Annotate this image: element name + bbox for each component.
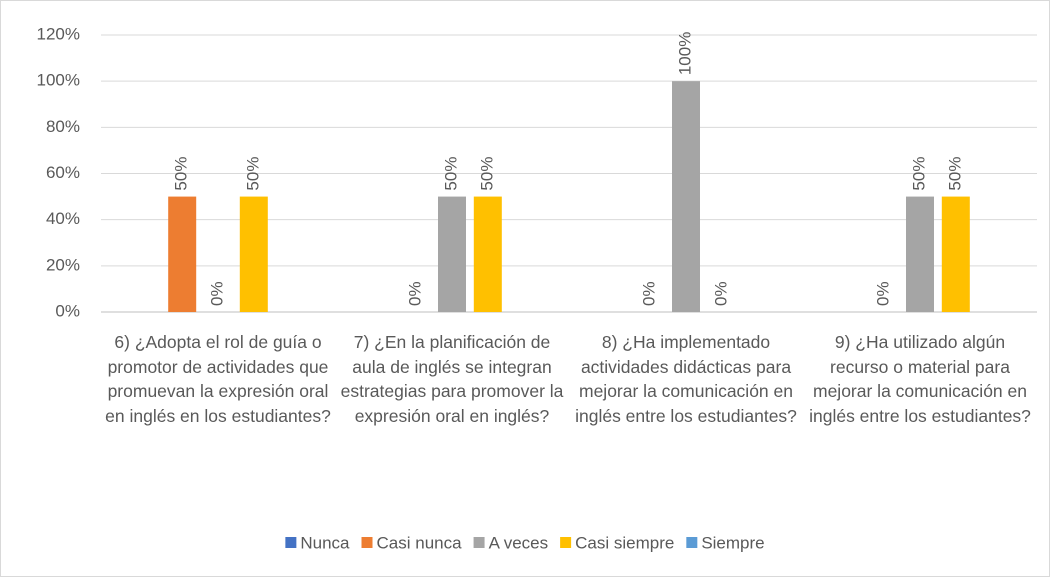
value-label: 50% bbox=[172, 157, 191, 191]
legend-item: Nunca bbox=[285, 533, 350, 552]
value-label: 50% bbox=[909, 157, 928, 191]
value-label: 50% bbox=[243, 157, 262, 191]
value-label: 100% bbox=[675, 32, 694, 75]
legend-item: Siempre bbox=[686, 533, 765, 552]
y-tick-label: 40% bbox=[46, 209, 80, 228]
legend-label: Casi siempre bbox=[575, 533, 674, 552]
legend-swatch bbox=[560, 537, 572, 548]
bar bbox=[168, 196, 197, 312]
y-tick-label: 0% bbox=[55, 301, 80, 320]
legend-item: Casi nunca bbox=[361, 533, 463, 552]
bar bbox=[906, 196, 934, 312]
value-label: 0% bbox=[406, 281, 425, 306]
y-tick-label: 80% bbox=[46, 117, 80, 136]
legend-swatch bbox=[361, 537, 373, 548]
y-tick-label: 60% bbox=[46, 163, 80, 182]
x-tick-label: 9) ¿Ha utilizado algún recurso o materia… bbox=[809, 332, 1031, 426]
value-label: 50% bbox=[945, 157, 964, 191]
bar bbox=[239, 196, 268, 312]
value-label: 0% bbox=[207, 281, 226, 306]
value-label: 50% bbox=[477, 157, 496, 191]
bar bbox=[438, 196, 466, 312]
value-label: 0% bbox=[711, 281, 730, 306]
legend-swatch bbox=[473, 537, 485, 548]
y-tick-label: 100% bbox=[37, 71, 80, 90]
legend-label: Nunca bbox=[300, 533, 350, 552]
legend-label: Siempre bbox=[701, 533, 764, 552]
legend-item: A veces bbox=[473, 533, 549, 552]
value-label: 0% bbox=[640, 281, 659, 306]
y-tick-label: 120% bbox=[37, 24, 80, 43]
value-label: 0% bbox=[874, 281, 893, 306]
x-tick-label: 6) ¿Adopta el rol de guía o promotor de … bbox=[105, 332, 331, 426]
y-tick-label: 20% bbox=[46, 255, 80, 274]
legend-label: Casi nunca bbox=[377, 533, 463, 552]
x-tick-label: 7) ¿En la planificación de aula de inglé… bbox=[340, 332, 564, 426]
bar bbox=[672, 81, 700, 313]
legend-swatch bbox=[686, 537, 698, 548]
bar bbox=[473, 196, 502, 312]
x-tick-label: 8) ¿Ha implementado actividades didáctic… bbox=[575, 332, 797, 426]
legend-swatch bbox=[285, 537, 297, 548]
value-label: 50% bbox=[441, 157, 460, 191]
bar bbox=[941, 196, 970, 312]
legend-item: Casi siempre bbox=[560, 533, 674, 552]
legend-label: A veces bbox=[489, 533, 549, 552]
